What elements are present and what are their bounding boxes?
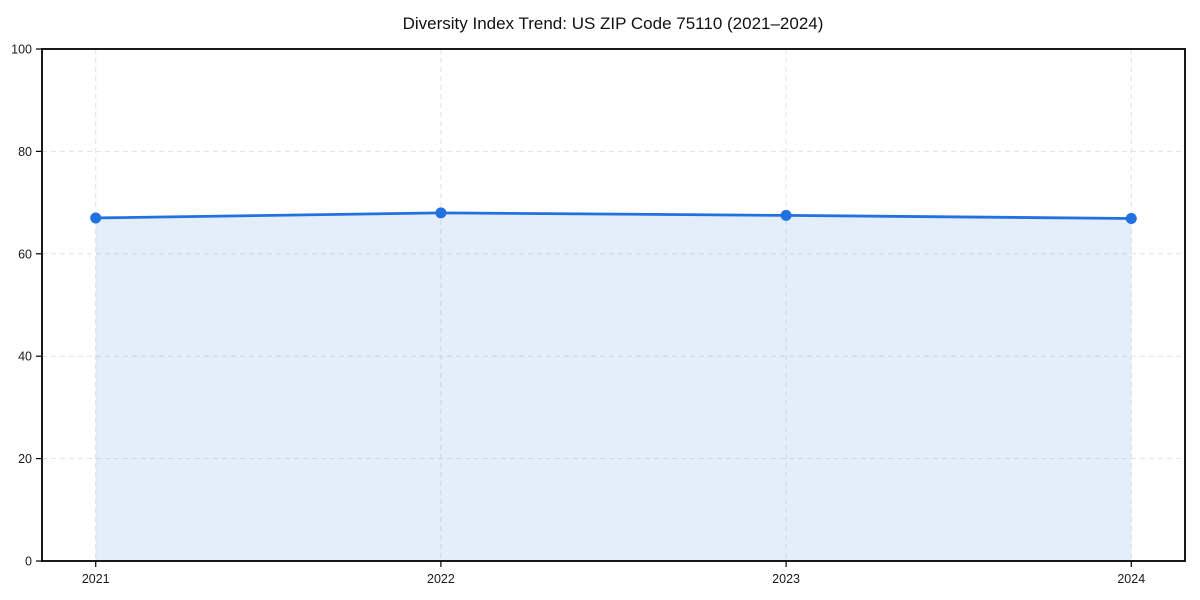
data-point-marker: [435, 207, 447, 219]
plot-border-group: [41, 48, 1186, 562]
y-tick-label: 60: [18, 247, 32, 261]
markers-group: [90, 207, 1137, 224]
y-axis-ticks-group: 0 20 40 60 80 100: [11, 43, 42, 569]
chart-title: Diversity Index Trend: US ZIP Code 75110…: [403, 14, 824, 33]
area-fill-group: [95, 212, 1132, 561]
trend-line: [94, 211, 1133, 220]
area-fill: [95, 212, 1132, 561]
y-tick-label: 20: [18, 452, 32, 466]
y-tick-label: 100: [11, 43, 32, 57]
y-tick-label: 0: [25, 555, 32, 569]
y-tick-label: 40: [18, 350, 32, 364]
x-tick-label: 2024: [1117, 572, 1145, 586]
line-series-group: [94, 211, 1133, 220]
plot-border: [41, 48, 1186, 562]
data-point-marker: [90, 212, 102, 224]
data-point-marker: [1125, 212, 1137, 224]
x-tick-label: 2023: [772, 572, 800, 586]
data-point-marker: [780, 209, 792, 221]
x-tick-label: 2021: [82, 572, 110, 586]
x-axis-ticks-group: 2021 2022 2023 2024: [82, 561, 1145, 586]
x-tick-label: 2022: [427, 572, 455, 586]
y-tick-label: 80: [18, 145, 32, 159]
